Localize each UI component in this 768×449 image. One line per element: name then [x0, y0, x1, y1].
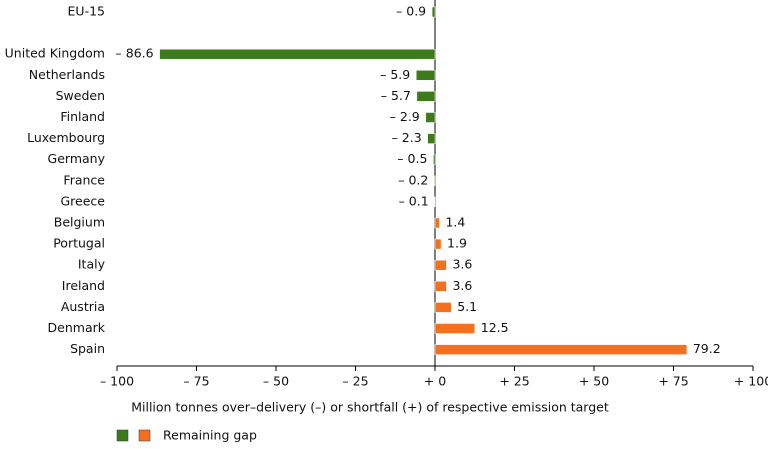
- bar: [433, 155, 435, 165]
- y-tick-label: Greece: [61, 193, 106, 208]
- x-tick-label: + 50: [579, 374, 609, 389]
- legend-label: Remaining gap: [163, 428, 257, 443]
- value-label: 3.6: [452, 257, 472, 272]
- y-tick-label: Italy: [78, 257, 106, 272]
- x-tick-label: – 100: [100, 374, 134, 389]
- y-tick-label: Portugal: [53, 236, 105, 251]
- value-label: – 5.7: [381, 88, 411, 103]
- bar: [435, 218, 439, 228]
- legend-swatch: [139, 430, 150, 441]
- x-tick-label: + 25: [499, 374, 529, 389]
- y-tick-label: Luxembourg: [27, 130, 105, 145]
- y-tick-label: Netherlands: [29, 67, 105, 82]
- value-label: – 2.3: [392, 130, 422, 145]
- y-tick-label: France: [63, 172, 105, 187]
- bar: [435, 324, 475, 334]
- y-tick-label: Sweden: [56, 88, 105, 103]
- value-label: 12.5: [481, 320, 509, 335]
- x-tick-label: – 25: [342, 374, 368, 389]
- bar: [435, 302, 451, 312]
- value-label: – 0.2: [398, 172, 428, 187]
- y-tick-label: Ireland: [62, 278, 105, 293]
- y-tick-label: Austria: [61, 299, 105, 314]
- value-label: – 0.1: [399, 193, 429, 208]
- y-tick-label: Belgium: [54, 215, 105, 230]
- y-tick-label: Spain: [70, 341, 105, 356]
- x-tick-label: – 50: [263, 374, 289, 389]
- bar: [432, 7, 435, 17]
- value-label: 5.1: [457, 299, 477, 314]
- value-label: 3.6: [452, 278, 472, 293]
- bar: [435, 281, 446, 291]
- y-tick-label: United Kingdom: [5, 46, 105, 61]
- bar: [428, 134, 435, 144]
- bar: [416, 70, 435, 80]
- legend-swatch: [117, 430, 128, 441]
- bar: [435, 239, 441, 249]
- y-tick-label: EU-15: [68, 4, 105, 19]
- x-tick-label: + 75: [658, 374, 688, 389]
- value-label: 1.9: [447, 236, 467, 251]
- value-label: – 0.9: [396, 4, 426, 19]
- value-label: 79.2: [693, 341, 721, 356]
- y-tick-label: Finland: [60, 109, 105, 124]
- value-label: – 2.9: [390, 109, 420, 124]
- bar: [426, 113, 435, 123]
- value-label: 1.4: [445, 215, 465, 230]
- y-tick-label: Germany: [48, 151, 106, 166]
- value-label: – 5.9: [380, 67, 410, 82]
- bar: [417, 91, 435, 101]
- bar: [160, 49, 435, 59]
- value-label: – 86.6: [116, 46, 154, 61]
- x-tick-label: – 75: [183, 374, 209, 389]
- bar: [435, 345, 687, 355]
- x-tick-label: + 100: [734, 374, 768, 389]
- x-axis-title: Million tonnes over–delivery (–) or shor…: [131, 400, 609, 415]
- x-tick-label: + 0: [424, 374, 446, 389]
- value-label: – 0.5: [397, 151, 427, 166]
- y-tick-label: Denmark: [48, 320, 106, 335]
- bar: [434, 176, 435, 186]
- bar: [435, 260, 446, 270]
